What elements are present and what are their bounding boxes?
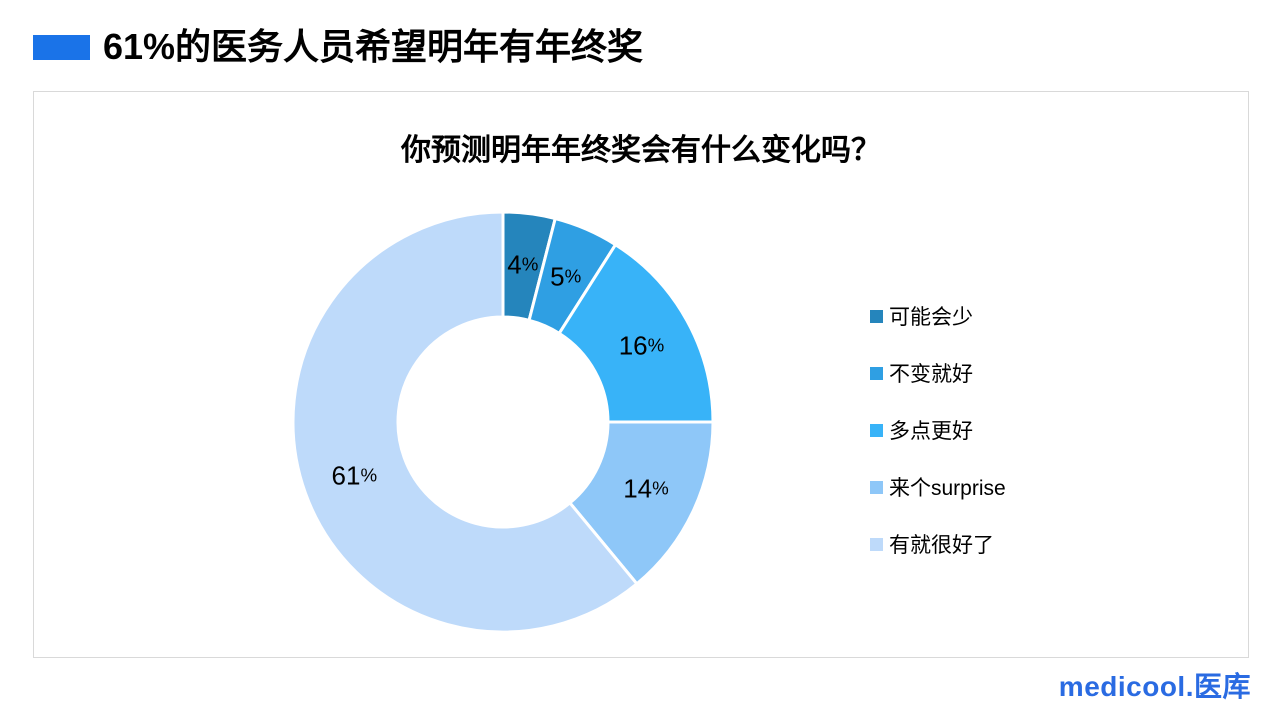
legend-label: 不变就好	[889, 363, 973, 386]
legend-label: 来个surprise	[889, 477, 1006, 500]
page-title: 61%的医务人员希望明年有年终奖	[103, 26, 644, 67]
medicool-logo: medicool.医库	[1058, 671, 1251, 702]
chart-card: 你预测明年年终奖会有什么变化吗？ 4% 5% 16% 14% 61% 可能会少 不变就好多…	[33, 91, 1249, 658]
legend-label: 有就很好了	[889, 534, 994, 557]
chart-title: 你预测明年年终奖会有什么变化吗？	[401, 134, 881, 167]
legend-swatch-icon	[870, 366, 883, 380]
chart-legend: 可能会少不变就好多点更好来个surprise 有就很好了	[870, 302, 1006, 587]
legend-item-0: 可能会少	[870, 302, 1006, 330]
legend-label: 多点更好	[889, 420, 973, 443]
donut-chart	[291, 210, 715, 634]
legend-label: 可能会少	[889, 306, 973, 329]
donut-segment-4	[291, 210, 639, 634]
legend-item-1: 不变就好	[870, 359, 1006, 387]
legend-swatch-icon	[870, 309, 883, 323]
legend-swatch-icon	[870, 423, 883, 437]
title-bullet	[33, 34, 90, 60]
donut-segment-2	[557, 243, 715, 424]
header: 61%的医务人员希望明年有年终奖	[33, 27, 643, 67]
legend-swatch-icon	[870, 480, 883, 494]
legend-item-3: 来个surprise	[870, 473, 1006, 501]
legend-item-4: 有就很好了	[870, 530, 1006, 558]
donut-segment-3	[568, 420, 715, 586]
legend-swatch-icon	[870, 537, 883, 551]
legend-item-2: 多点更好	[870, 416, 1006, 444]
